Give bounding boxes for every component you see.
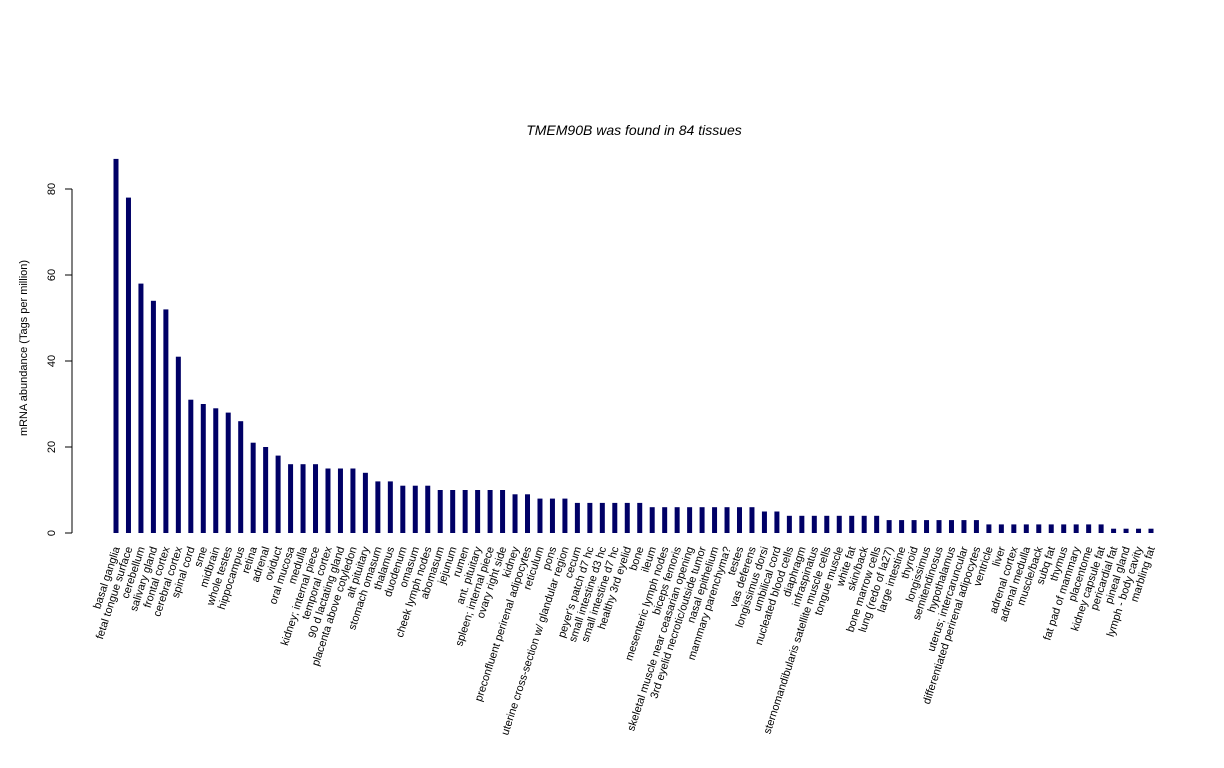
bar: [450, 490, 456, 533]
bar: [599, 502, 605, 533]
bar: [649, 507, 655, 533]
bar: [811, 515, 817, 533]
bar: [1086, 524, 1092, 533]
bar: [125, 197, 131, 533]
bar: [824, 515, 830, 533]
bar: [674, 507, 680, 533]
bar: [562, 498, 568, 533]
bar: [238, 421, 244, 533]
bar: [1123, 528, 1129, 533]
bar: [113, 158, 119, 533]
bar: [836, 515, 842, 533]
bar: [437, 490, 443, 533]
bar: [1061, 524, 1067, 533]
bar: [899, 520, 905, 533]
bar: [1098, 524, 1104, 533]
bar: [799, 515, 805, 533]
bar: [362, 472, 368, 533]
y-tick-label: 20: [46, 441, 58, 453]
y-axis-label: mRNA abundance (Tags per million): [18, 260, 30, 436]
bar: [300, 464, 306, 533]
bar: [687, 507, 693, 533]
bar: [350, 468, 356, 533]
bar: [712, 507, 718, 533]
bar: [1073, 524, 1079, 533]
bar: [462, 490, 468, 533]
bar: [525, 494, 531, 533]
bar: [175, 356, 181, 533]
bar: [1111, 528, 1117, 533]
bar: [400, 485, 406, 533]
bar: [200, 404, 206, 533]
bar: [512, 494, 518, 533]
bar: [387, 481, 393, 533]
bar: [911, 520, 917, 533]
bar: [313, 464, 319, 533]
bar: [861, 515, 867, 533]
bar: [150, 300, 156, 533]
bar: [213, 408, 219, 533]
bar: [138, 283, 144, 533]
bar: [637, 502, 643, 533]
chart-title: TMEM90B was found in 84 tissues: [526, 122, 742, 138]
bar: [1148, 528, 1154, 533]
bar: [250, 442, 256, 533]
bar: [1048, 524, 1054, 533]
bar: [325, 468, 331, 533]
bar: [936, 520, 942, 533]
y-tick-label: 60: [46, 269, 58, 281]
bar: [1011, 524, 1017, 533]
bar: [587, 502, 593, 533]
bar: [874, 515, 880, 533]
bar: [163, 309, 169, 533]
bar: [1136, 528, 1142, 533]
y-tick-label: 40: [46, 355, 58, 367]
bar: [574, 502, 580, 533]
bar: [425, 485, 431, 533]
bar: [275, 455, 281, 533]
bar: [699, 507, 705, 533]
bar: [961, 520, 967, 533]
bar: [1036, 524, 1042, 533]
bar: [337, 468, 343, 533]
bar: [225, 412, 231, 533]
bar: [662, 507, 668, 533]
bar: [948, 520, 954, 533]
bar: [412, 485, 418, 533]
bar: [724, 507, 730, 533]
bar: [1023, 524, 1029, 533]
bar: [500, 490, 506, 533]
bar: [886, 520, 892, 533]
bar: [973, 520, 979, 533]
bar: [986, 524, 992, 533]
bar: [786, 515, 792, 533]
bar: [188, 399, 194, 533]
bar: [749, 507, 755, 533]
bar: [549, 498, 555, 533]
y-tick-label: 0: [46, 530, 58, 536]
bar: [537, 498, 543, 533]
bar: [288, 464, 294, 533]
bar: [774, 511, 780, 533]
bar: [263, 447, 269, 533]
bar: [624, 502, 630, 533]
bar: [924, 520, 930, 533]
bar: [375, 481, 381, 533]
y-tick-label: 80: [46, 183, 58, 195]
bar: [475, 490, 481, 533]
bar: [612, 502, 618, 533]
bar: [998, 524, 1004, 533]
bar: [761, 511, 767, 533]
bar: [849, 515, 855, 533]
bar: [487, 490, 493, 533]
bar: [736, 507, 742, 533]
